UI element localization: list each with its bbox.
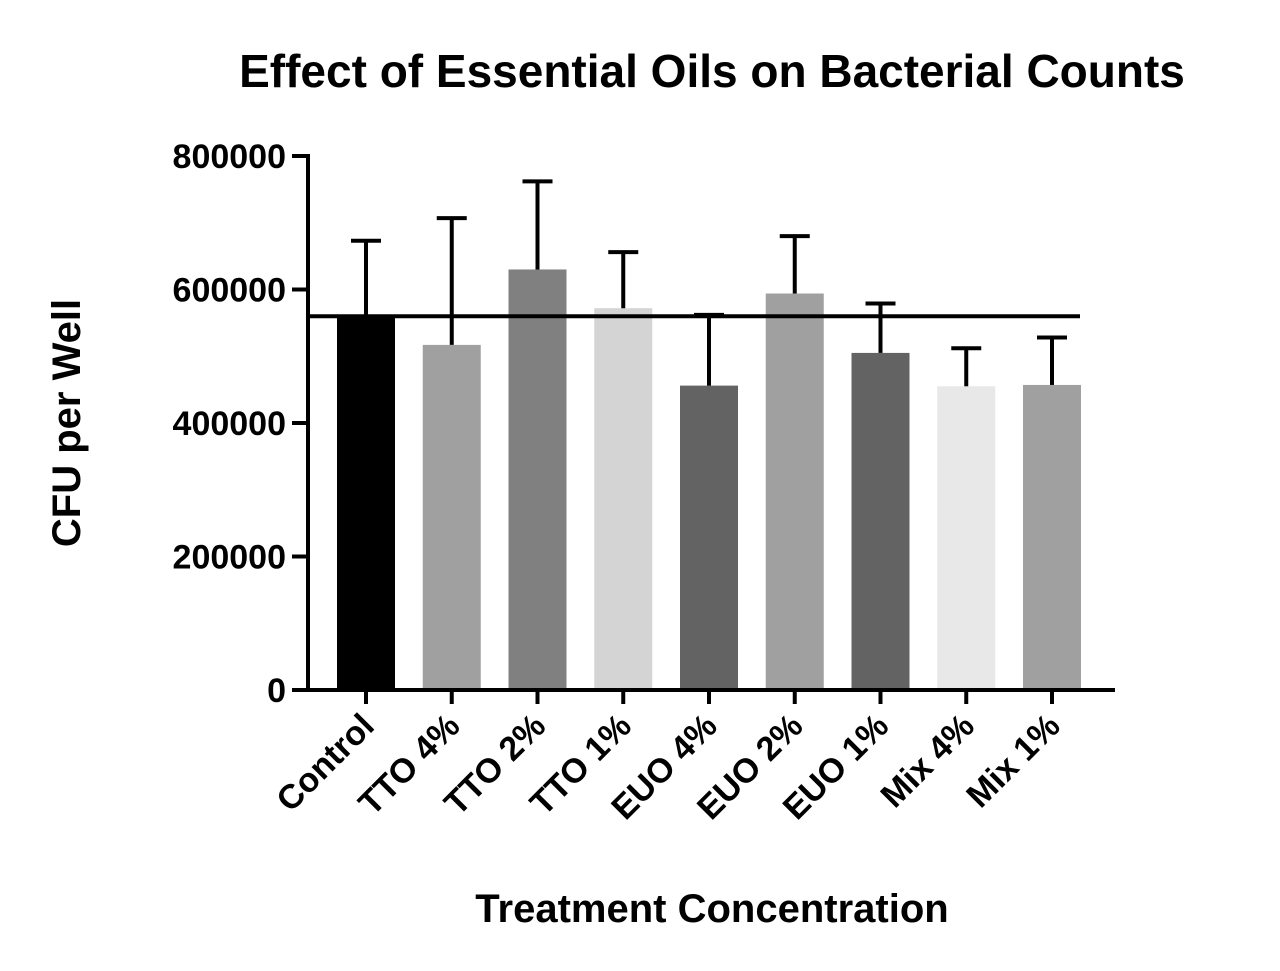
y-tick-label: 200000 [173,539,286,577]
bar [680,385,738,690]
y-tick-label: 0 [267,672,286,710]
bar [765,293,824,690]
bar [508,269,567,690]
chart-title: Effect of Essential Oils on Bacterial Co… [239,45,1185,97]
bar [851,352,910,690]
x-tick-label: Mix 4% [874,707,982,815]
bar [337,316,395,690]
y-tick-label: 400000 [173,405,286,443]
bar [937,386,996,690]
bar [1023,384,1081,690]
y-axis-label: CFU per Well [45,299,89,547]
bar [594,308,653,690]
y-ticks-group: 0 200000 400000 600000 800000 [173,138,308,710]
bars-group [337,269,1081,690]
x-axis-label: Treatment Concentration [475,887,948,931]
bar [422,344,481,690]
y-tick-label: 600000 [173,272,286,310]
x-tick-label: Mix 1% [959,707,1067,815]
y-tick-label: 800000 [173,138,286,176]
error-bars-group [351,179,1067,387]
